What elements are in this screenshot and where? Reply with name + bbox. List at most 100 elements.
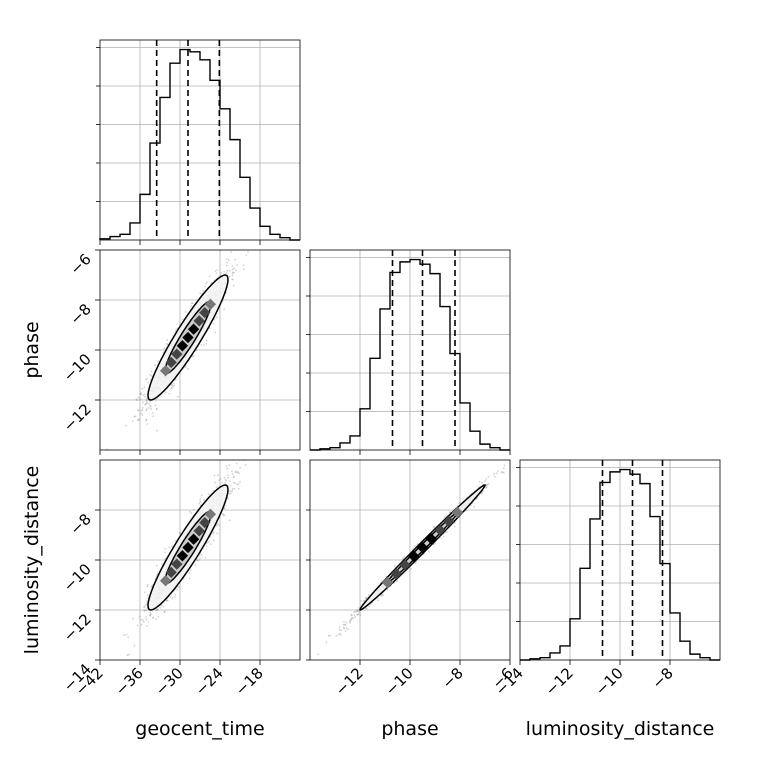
sample-point bbox=[149, 614, 152, 617]
sample-point bbox=[231, 265, 234, 267]
sample-point bbox=[207, 493, 210, 496]
sample-point bbox=[340, 633, 342, 636]
sample-point bbox=[223, 514, 225, 517]
sample-point bbox=[228, 492, 231, 495]
sample-point bbox=[190, 569, 192, 571]
sample-point bbox=[239, 480, 241, 483]
sample-point bbox=[154, 364, 156, 367]
sample-point bbox=[433, 543, 435, 546]
sample-point bbox=[344, 624, 347, 626]
x-tick-label: −12 bbox=[542, 664, 577, 699]
sample-point bbox=[237, 483, 240, 485]
sample-point bbox=[140, 409, 143, 412]
density-cell bbox=[159, 365, 172, 377]
y-tick-label: −12 bbox=[60, 610, 95, 645]
sample-point bbox=[215, 524, 218, 527]
sample-point bbox=[165, 599, 168, 602]
sample-point bbox=[342, 626, 345, 629]
sample-point bbox=[247, 251, 249, 253]
sample-point bbox=[215, 272, 218, 275]
sample-point bbox=[191, 302, 193, 304]
sample-point bbox=[225, 272, 228, 274]
sample-point bbox=[200, 553, 203, 556]
sample-point bbox=[155, 564, 158, 567]
sample-point bbox=[164, 391, 167, 394]
sample-point bbox=[199, 557, 201, 560]
sample-point bbox=[172, 382, 175, 385]
sample-point bbox=[478, 481, 481, 483]
sample-point bbox=[143, 605, 146, 608]
sample-point bbox=[166, 343, 168, 345]
sample-point bbox=[138, 419, 140, 421]
sample-point bbox=[220, 478, 222, 480]
sample-point bbox=[140, 393, 143, 396]
axis-labels-layer: geocent_time phase luminosity_distance p… bbox=[21, 321, 714, 740]
sample-point bbox=[212, 532, 214, 535]
y-axis-label-phase: phase bbox=[21, 321, 43, 378]
sample-point bbox=[473, 505, 475, 508]
density-cell bbox=[434, 524, 446, 536]
sample-point bbox=[493, 472, 495, 475]
sample-point bbox=[149, 405, 152, 408]
sample-point bbox=[231, 488, 234, 490]
sample-point bbox=[223, 507, 226, 510]
sample-point bbox=[338, 632, 341, 635]
sample-point bbox=[176, 588, 179, 591]
sample-point bbox=[139, 393, 141, 396]
sample-point bbox=[145, 402, 148, 404]
density-cell bbox=[193, 525, 205, 537]
sample-point bbox=[144, 395, 146, 398]
sample-point bbox=[145, 602, 148, 605]
sample-point bbox=[517, 451, 519, 453]
sample-point bbox=[226, 269, 229, 272]
sample-point bbox=[125, 633, 128, 636]
sample-point bbox=[214, 331, 217, 334]
sample-point bbox=[227, 259, 230, 261]
sample-point bbox=[217, 474, 220, 477]
sample-point bbox=[205, 281, 208, 284]
sample-point bbox=[208, 327, 211, 329]
sample-point bbox=[173, 385, 176, 387]
sample-point bbox=[205, 339, 208, 342]
y-tick-label: −8 bbox=[66, 510, 94, 538]
sample-point bbox=[224, 481, 227, 484]
sample-point bbox=[403, 556, 406, 558]
sample-point bbox=[485, 486, 488, 489]
sample-point bbox=[364, 607, 367, 610]
sample-point bbox=[238, 472, 241, 475]
sample-point bbox=[480, 491, 483, 494]
sample-point bbox=[514, 453, 516, 455]
sample-point bbox=[140, 623, 143, 626]
sample-point bbox=[164, 548, 167, 550]
sample-point bbox=[136, 399, 139, 402]
sample-point bbox=[234, 471, 237, 474]
sample-point bbox=[229, 480, 231, 482]
sample-point bbox=[244, 464, 247, 466]
sample-point bbox=[487, 483, 490, 485]
sample-point bbox=[143, 606, 146, 609]
sample-point bbox=[231, 274, 234, 277]
sample-point bbox=[162, 351, 165, 354]
sample-point bbox=[247, 234, 249, 236]
sample-point bbox=[481, 481, 483, 484]
sample-point bbox=[170, 383, 173, 386]
sample-point bbox=[197, 559, 200, 562]
sample-point bbox=[402, 557, 404, 560]
sample-point bbox=[160, 604, 163, 607]
sample-point bbox=[170, 386, 173, 389]
sample-point bbox=[142, 620, 145, 623]
sample-point bbox=[233, 487, 236, 490]
sample-point bbox=[150, 370, 153, 373]
sample-point bbox=[356, 608, 359, 611]
sample-point bbox=[233, 267, 236, 270]
sample-point bbox=[146, 600, 149, 603]
sample-point bbox=[234, 258, 236, 261]
sample-point bbox=[136, 409, 139, 412]
density-cell bbox=[187, 533, 200, 545]
sample-point bbox=[354, 616, 357, 619]
sample-point bbox=[164, 551, 166, 554]
sample-point bbox=[396, 580, 398, 583]
density-cell bbox=[408, 550, 420, 562]
sample-point bbox=[155, 407, 158, 410]
sample-point bbox=[199, 500, 202, 503]
